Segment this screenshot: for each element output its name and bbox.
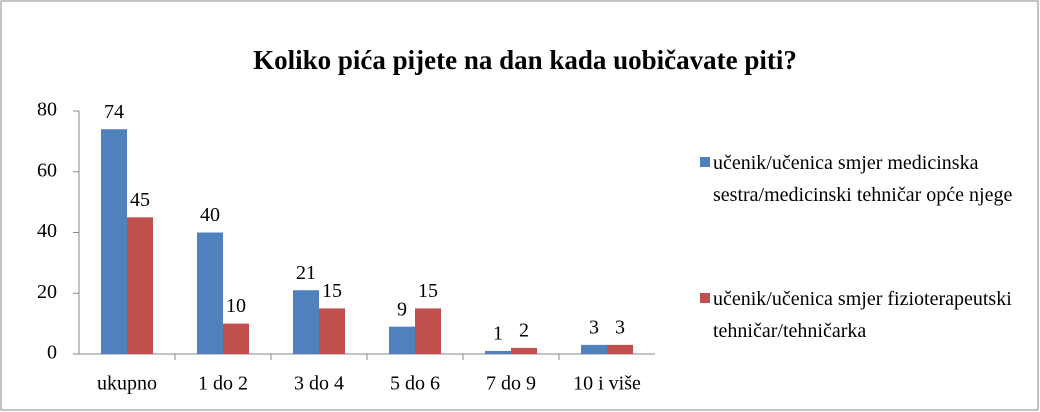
y-tick-label: 0: [47, 342, 57, 364]
x-tick-label: ukupno: [97, 373, 157, 395]
bar: [389, 326, 415, 354]
data-label: 1: [493, 323, 503, 345]
data-label: 15: [322, 280, 342, 302]
y-tick-label: 80: [37, 99, 57, 121]
bar: [607, 344, 633, 354]
data-label: 74: [104, 101, 124, 123]
chart-title: Koliko pića pijete na dan kada uobičavat…: [253, 45, 797, 75]
legend-entry: učenik/učenica smjer medicinska sestra/m…: [713, 152, 1013, 206]
data-label: 3: [615, 316, 625, 338]
y-tick-label: 60: [37, 159, 57, 181]
x-tick-label: 7 do 9: [486, 373, 536, 395]
data-label: 21: [296, 262, 316, 284]
data-label: 3: [589, 316, 599, 338]
bar: [223, 323, 249, 354]
legend-label: učenik/učenica smjer medicinska sestra/m…: [713, 152, 1013, 206]
y-tick-label: 40: [37, 220, 57, 242]
legend-label: učenik/učenica smjer fizioterapeutski te…: [713, 288, 1012, 342]
bar: [197, 232, 223, 354]
x-tick-label: 5 do 6: [390, 373, 440, 395]
x-tick-label: 10 i više: [573, 373, 641, 395]
data-label: 45: [130, 189, 150, 211]
bar: [485, 350, 511, 354]
data-label: 10: [226, 295, 246, 317]
legend-swatch: [700, 293, 710, 303]
bar: [127, 217, 153, 354]
bar: [511, 347, 537, 354]
x-tick-label: 3 do 4: [294, 373, 344, 395]
data-label: 40: [200, 204, 220, 226]
x-tick-label: 1 do 2: [198, 373, 248, 395]
legend-swatch: [700, 157, 710, 167]
data-label: 15: [418, 280, 438, 302]
data-label: 9: [397, 298, 407, 320]
bar: [293, 290, 319, 354]
legend-entry: učenik/učenica smjer fizioterapeutski te…: [713, 288, 1012, 342]
bar: [319, 308, 345, 354]
bar: [101, 129, 127, 354]
bar: [415, 308, 441, 354]
bar: [581, 344, 607, 354]
data-label: 2: [519, 320, 529, 342]
y-tick-label: 20: [37, 281, 57, 303]
